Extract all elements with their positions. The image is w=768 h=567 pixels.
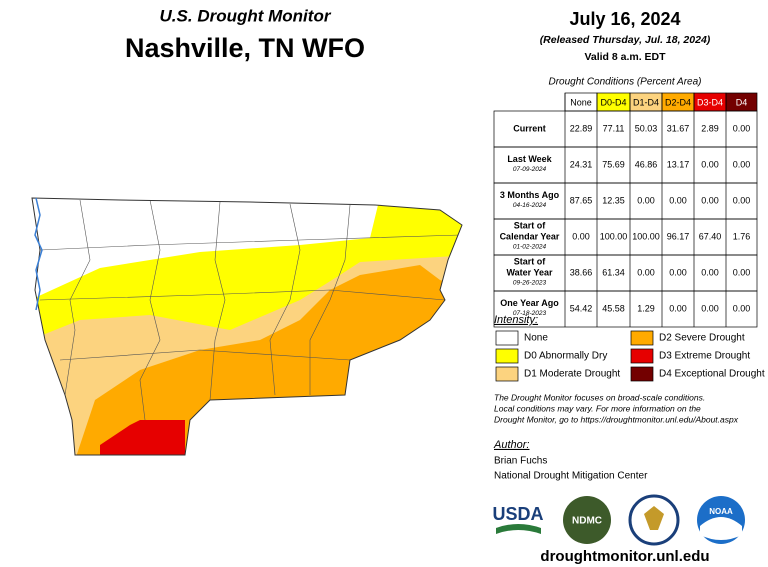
table-value: 13.17 (667, 159, 690, 169)
table-value: 50.03 (635, 123, 658, 133)
table-value: 0.00 (701, 195, 719, 205)
legend-swatch (630, 330, 654, 346)
row-label: 3 Months Ago (500, 190, 560, 200)
row-label: One Year Ago (500, 298, 559, 308)
table-value: 22.89 (570, 123, 593, 133)
table-value: 2.89 (701, 123, 719, 133)
note: Drought Monitor, go to https://droughtmo… (494, 414, 739, 424)
url[interactable]: droughtmonitor.unl.edu (540, 548, 709, 565)
table-value: 0.00 (669, 195, 687, 205)
column-header: D0-D4 (600, 97, 626, 107)
column-header: D3-D4 (697, 97, 723, 107)
table-value: 38.66 (570, 267, 593, 277)
title: Nashville, TN WFO (125, 33, 365, 63)
logo: NOAA (709, 507, 733, 516)
table-value: 67.40 (699, 231, 722, 241)
table-value: 0.00 (572, 231, 590, 241)
logo-swoosh (496, 524, 541, 534)
table-value: 12.35 (602, 195, 625, 205)
table-value: 31.67 (667, 123, 690, 133)
table-value: 100.00 (600, 231, 628, 241)
legend-label: D1 Moderate Drought (524, 369, 620, 380)
legend-label: D0 Abnormally Dry (524, 351, 607, 362)
logo-eagle (644, 506, 664, 530)
table-value: 0.00 (701, 159, 719, 169)
logo: USDA (492, 504, 543, 524)
table-value: 45.58 (602, 303, 625, 313)
note: The Drought Monitor focuses on broad-sca… (494, 392, 705, 402)
logo-circle (563, 496, 611, 544)
row-label: Start of (514, 256, 547, 266)
table-value: 61.34 (602, 267, 625, 277)
row-date: 07-09-2024 (513, 166, 547, 173)
table-value: 0.00 (637, 195, 655, 205)
column-header: D1-D4 (633, 97, 659, 107)
author: National Drought Mitigation Center (494, 471, 648, 482)
row-label: Start of (514, 220, 547, 230)
legend-swatch (630, 348, 654, 364)
legend-label: None (524, 333, 548, 344)
legend-title: Intensity: (494, 314, 538, 326)
table-value: 1.76 (733, 231, 751, 241)
table-value: 0.00 (733, 303, 751, 313)
date: July 16, 2024 (569, 9, 680, 29)
legend-swatch (495, 330, 519, 346)
row-date: 07-18-2023 (513, 310, 547, 317)
table-value: 0.00 (701, 267, 719, 277)
row-label: Last Week (507, 154, 552, 164)
river (34, 197, 43, 311)
table-value: 0.00 (733, 123, 751, 133)
note: Local conditions may vary. For more info… (494, 403, 701, 413)
table-value: 0.00 (701, 303, 719, 313)
legend-swatch (495, 366, 519, 382)
row-cell (493, 290, 758, 328)
table-value: 24.31 (570, 159, 593, 169)
table-value: 75.69 (602, 159, 625, 169)
table-value: 0.00 (733, 159, 751, 169)
logo-wave (700, 517, 742, 540)
table-caption: Drought Conditions (Percent Area) (548, 77, 701, 88)
row-date: 04-16-2024 (513, 202, 547, 209)
map (32, 198, 462, 455)
map-outline (31, 197, 463, 456)
legend-swatch (630, 366, 654, 382)
author: Brian Fuchs (494, 456, 547, 467)
legend-label: D3 Extreme Drought (659, 351, 750, 362)
table-value: 0.00 (733, 195, 751, 205)
table-value: 100.00 (632, 231, 660, 241)
row-label: Current (513, 123, 546, 133)
table-value: 0.00 (669, 267, 687, 277)
row-date: 09-26-2023 (513, 280, 547, 287)
column-header: D2-D4 (665, 97, 691, 107)
column-header: D4 (736, 97, 748, 107)
legend-label: D4 Exceptional Drought (659, 369, 765, 380)
table-value: 0.00 (669, 303, 687, 313)
subtitle: U.S. Drought Monitor (160, 6, 332, 25)
table-value: 54.42 (570, 303, 593, 313)
table-value: 77.11 (603, 123, 625, 133)
row-label: Calendar Year (500, 231, 560, 241)
table-value: 0.00 (733, 267, 751, 277)
released: (Released Thursday, Jul. 18, 2024) (540, 34, 711, 46)
column-header: None (570, 97, 592, 107)
row-date: 01-02-2024 (513, 244, 547, 251)
table-value: 46.86 (635, 159, 658, 169)
legend-label: D2 Severe Drought (659, 333, 745, 344)
author-title: Author: (493, 439, 529, 451)
table-value: 0.00 (637, 267, 655, 277)
logo: NDMC (572, 516, 602, 527)
row-label: Water Year (506, 267, 553, 277)
table-value: 87.65 (570, 195, 593, 205)
valid: Valid 8 a.m. EDT (584, 51, 666, 63)
table-value: 96.17 (667, 231, 690, 241)
legend-swatch (495, 348, 519, 364)
table-value: 1.29 (637, 303, 655, 313)
